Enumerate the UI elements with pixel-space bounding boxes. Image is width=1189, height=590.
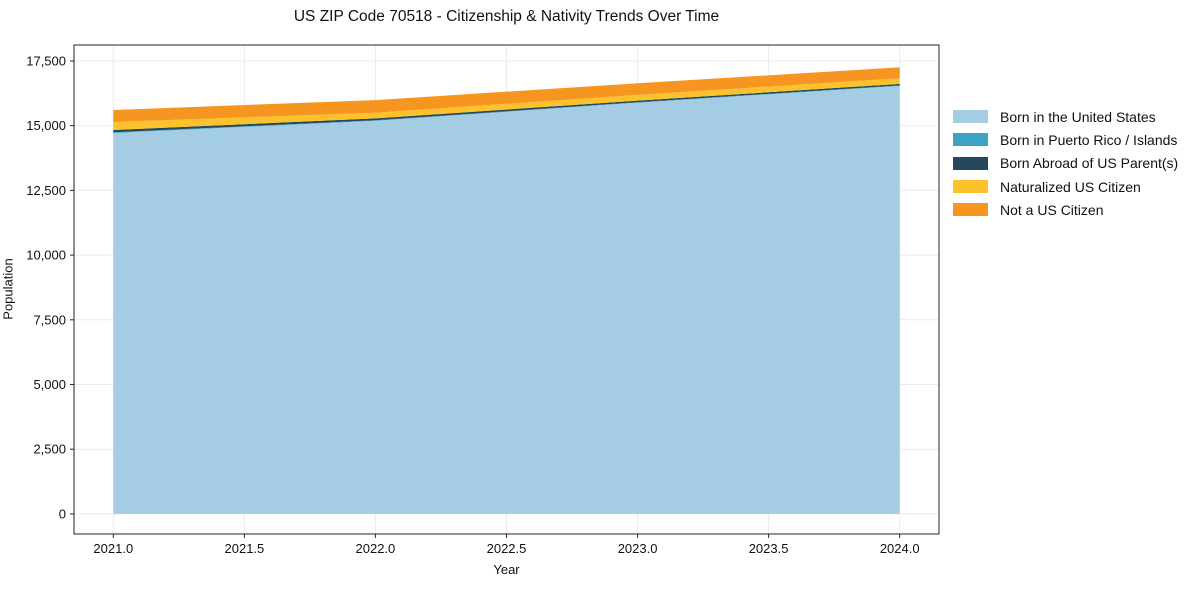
legend-label: Naturalized US Citizen bbox=[1000, 178, 1141, 195]
legend-label: Born in Puerto Rico / Islands bbox=[1000, 131, 1178, 148]
legend-item-naturalized-us-citizen: Naturalized US Citizen bbox=[953, 175, 1178, 198]
x-tick-label: 2023.0 bbox=[618, 541, 658, 556]
legend-swatch bbox=[953, 156, 988, 170]
x-tick-label: 2021.0 bbox=[93, 541, 133, 556]
area-series-born-in-the-united-states bbox=[113, 85, 900, 514]
y-tick-label: 7,500 bbox=[33, 312, 66, 327]
legend-item-born-in-the-united-states: Born in the United States bbox=[953, 105, 1178, 128]
x-tick-label: 2023.5 bbox=[749, 541, 789, 556]
legend-swatch bbox=[953, 180, 988, 194]
axis-ticks bbox=[70, 60, 901, 538]
x-axis-label: Year bbox=[493, 562, 520, 577]
y-tick-label: 5,000 bbox=[33, 377, 66, 392]
y-tick-label: 12,500 bbox=[26, 183, 66, 198]
y-tick-label: 10,000 bbox=[26, 248, 66, 263]
area-series-born-abroad-of-us-parent-s bbox=[113, 83, 900, 133]
x-tick-label: 2024.0 bbox=[880, 541, 920, 556]
legend-item-not-a-us-citizen: Not a US Citizen bbox=[953, 198, 1178, 221]
chart-title: US ZIP Code 70518 - Citizenship & Nativi… bbox=[293, 8, 720, 25]
legend-item-born-abroad-of-us-parent-s: Born Abroad of US Parent(s) bbox=[953, 152, 1178, 175]
y-tick-label: 15,000 bbox=[26, 118, 66, 133]
legend-swatch bbox=[953, 133, 988, 147]
stacked-areas bbox=[113, 67, 900, 514]
y-tick-label: 0 bbox=[59, 506, 66, 521]
x-tick-label: 2022.5 bbox=[487, 541, 527, 556]
area-series-naturalized-us-citizen bbox=[113, 78, 900, 130]
legend-label: Born in the United States bbox=[1000, 108, 1156, 125]
y-tick-label: 17,500 bbox=[26, 54, 66, 69]
legend-item-born-in-puerto-rico-islands: Born in Puerto Rico / Islands bbox=[953, 128, 1178, 151]
x-tick-label: 2021.5 bbox=[225, 541, 265, 556]
legend-label: Born Abroad of US Parent(s) bbox=[1000, 155, 1179, 172]
legend-swatch bbox=[953, 110, 988, 124]
area-series-not-a-us-citizen bbox=[113, 67, 900, 122]
legend: Born in the United States Born in Puerto … bbox=[953, 105, 1178, 221]
tick-labels: 2021.0 2021.5 2022.0 2022.5 2023.0 2023.5 2024… bbox=[26, 54, 919, 557]
x-tick-label: 2022.0 bbox=[356, 541, 396, 556]
y-axis-label: Population bbox=[0, 258, 16, 320]
legend-swatch bbox=[953, 203, 988, 217]
legend-label: Not a US Citizen bbox=[1000, 201, 1104, 218]
y-tick-label: 2,500 bbox=[33, 442, 66, 457]
